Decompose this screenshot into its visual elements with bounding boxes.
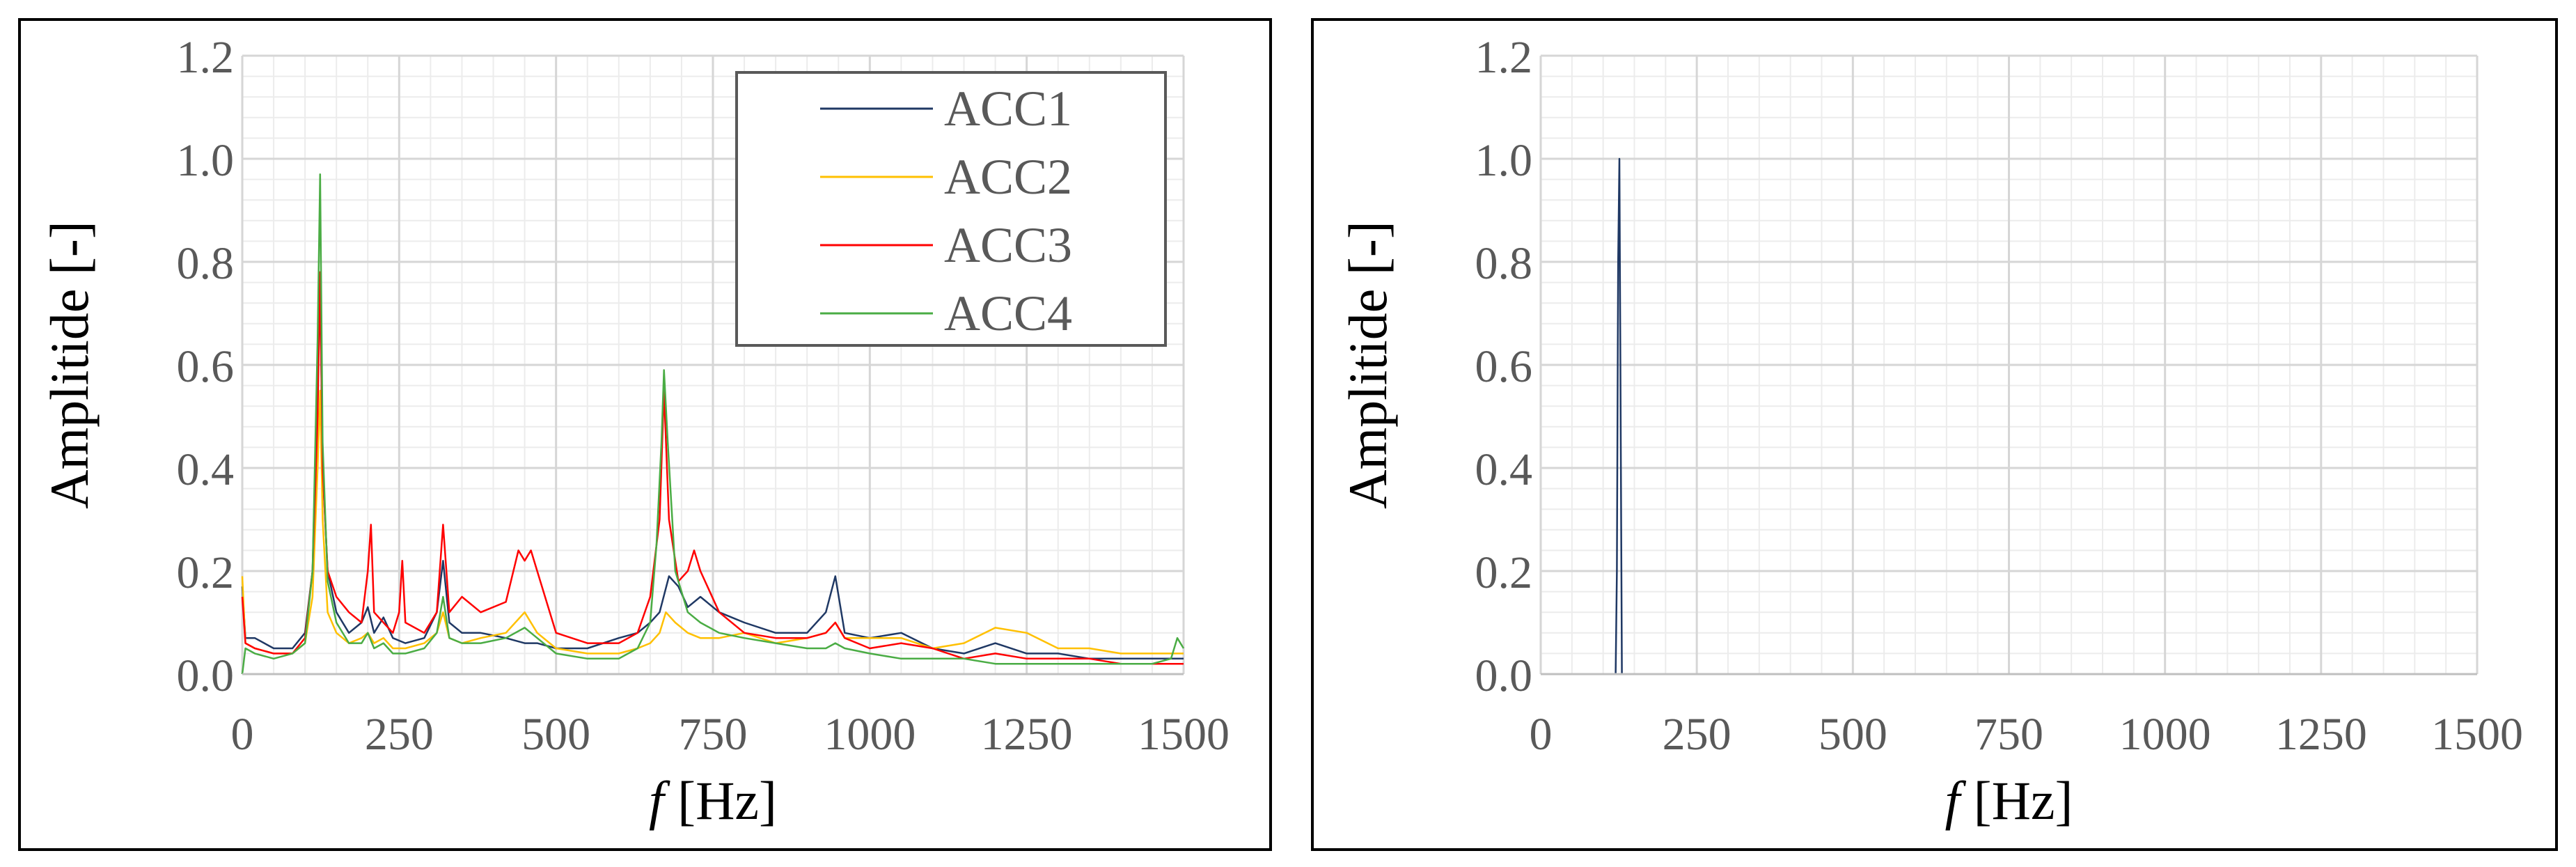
x-tick-label: 500	[521, 709, 590, 760]
chart-1: 0.0 0.2 0.4 0.6 0.8 1.0 1.2 0 250 500 750 1000 1250 1…	[39, 32, 1230, 831]
legend-label-acc4: ACC4	[944, 286, 1072, 341]
y-tick-label: 1.0	[177, 135, 235, 186]
legend-label-acc3: ACC3	[944, 217, 1072, 273]
y-tick-label: 0.2	[1475, 547, 1533, 598]
y-tick-label: 0.8	[177, 238, 235, 289]
x-axis-title: f [Hz]	[1945, 770, 2073, 831]
y-tick-label: 0.0	[1475, 650, 1533, 701]
series-line-1	[1541, 157, 2477, 675]
chart-frame-right	[1311, 18, 2558, 851]
x-tick-label: 1000	[2119, 709, 2211, 760]
y-tick-label: 1.2	[1475, 32, 1533, 83]
x-tick-label: 1500	[2431, 709, 2523, 760]
chart-2: 0.0 0.2 0.4 0.6 0.8 1.0 1.2 0 250 500 750 1000 1250 1…	[1337, 32, 2523, 831]
x-tick-label: 0	[1530, 709, 1553, 760]
x-axis-title: f [Hz]	[649, 770, 777, 831]
x-tick-label: 250	[1663, 709, 1731, 760]
x-tick-label: 500	[1819, 709, 1887, 760]
y-tick-label: 0.2	[177, 547, 235, 598]
x-tick-label: 1000	[824, 709, 916, 760]
x-tick-label: 1250	[2275, 709, 2367, 760]
x-tick-label: 750	[1974, 709, 2043, 760]
y-tick-label: 0.6	[1475, 341, 1533, 392]
x-tick-label: 1500	[1138, 709, 1230, 760]
series-line-acc4	[241, 173, 1185, 675]
y-axis-title: Amplitide [-]	[1337, 221, 1398, 509]
y-tick-label: 0.0	[177, 650, 235, 701]
x-tick-label: 1250	[981, 709, 1073, 760]
x-tick-label: 0	[231, 709, 254, 760]
y-tick-label: 1.2	[177, 32, 235, 83]
x-axis-title-unit: [Hz]	[1960, 770, 2073, 831]
legend-box	[735, 71, 1167, 347]
x-axis-title-unit: [Hz]	[664, 770, 777, 831]
series-line-acc3	[241, 271, 1184, 665]
y-axis-title: Amplitide [-]	[39, 221, 100, 509]
y-tick-label: 0.6	[177, 341, 235, 392]
x-tick-label: 750	[679, 709, 748, 760]
y-tick-label: 1.0	[1475, 135, 1533, 186]
y-tick-label: 0.4	[1475, 444, 1533, 495]
series-line-acc2	[241, 389, 1184, 655]
y-tick-label: 0.4	[177, 444, 235, 495]
legend-label-acc1: ACC1	[944, 81, 1072, 136]
legend-label-acc2: ACC2	[944, 149, 1072, 205]
y-tick-label: 0.8	[1475, 238, 1533, 289]
x-tick-label: 250	[365, 709, 434, 760]
